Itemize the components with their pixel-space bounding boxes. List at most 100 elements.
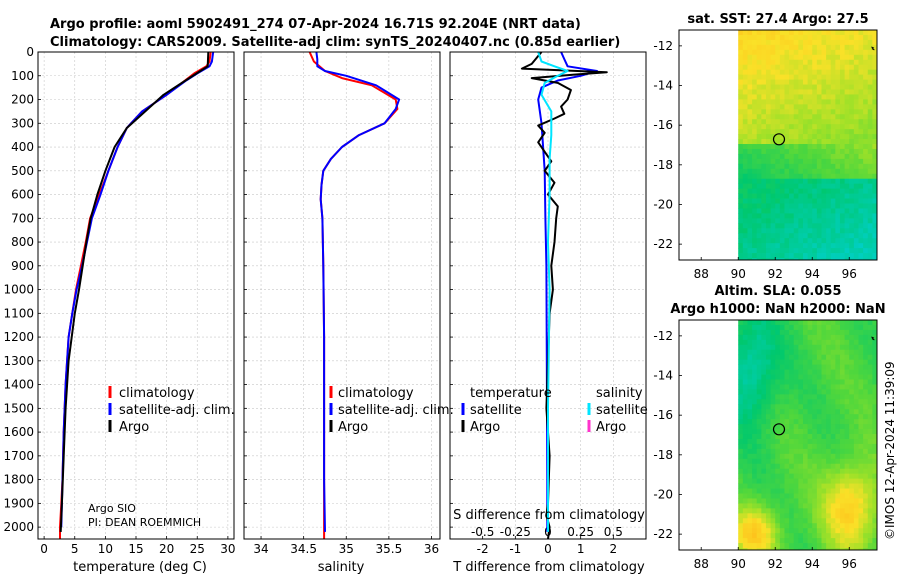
heatmap-cell [793, 538, 799, 544]
heatmap-cell [858, 74, 864, 80]
heatmap-cell [816, 148, 822, 155]
heatmap-cell [793, 139, 799, 145]
heatmap-cell [807, 438, 813, 445]
heatmap-cell [807, 99, 813, 105]
heatmap-cell [826, 493, 832, 499]
heatmap-cell [826, 99, 832, 105]
heatmap-cell [826, 193, 832, 199]
heatmap-cell [793, 69, 799, 76]
x-tick-label: 34 [253, 542, 268, 556]
heatmap-cell [839, 134, 846, 140]
heatmap-cell [816, 513, 822, 519]
heatmap-cell [816, 193, 822, 199]
heatmap-cell [765, 198, 771, 204]
heatmap-cell [738, 213, 744, 219]
heatmap-cell [793, 109, 799, 115]
heatmap-cell [830, 409, 836, 415]
heatmap-cell [858, 419, 864, 425]
heatmap-cell [812, 49, 818, 56]
heatmap-cell [853, 238, 859, 244]
heatmap-cell [849, 384, 855, 390]
heatmap-cell [756, 178, 762, 185]
heatmap-cell [821, 344, 827, 351]
heatmap-cell [835, 334, 841, 341]
heatmap-cell [738, 334, 744, 341]
series-satellite-salinity [537, 51, 569, 532]
heatmap-cell [761, 163, 767, 170]
heatmap-cell [752, 409, 758, 415]
heatmap-cell [747, 218, 753, 224]
heatmap-cell [858, 134, 864, 140]
heatmap-cell [816, 329, 822, 336]
heatmap-cell [835, 414, 841, 420]
heatmap-cell [742, 208, 748, 214]
heatmap-cell [844, 203, 850, 209]
heatmap-cell [807, 223, 813, 229]
heatmap-cell [849, 468, 855, 475]
heatmap-cell [742, 84, 748, 90]
heatmap-cell [742, 183, 748, 190]
heatmap-cell [867, 414, 873, 420]
heatmap-cell [756, 238, 762, 244]
heatmap-cell [742, 89, 748, 95]
heatmap-cell [798, 424, 804, 430]
heatmap-cell [858, 379, 864, 385]
heatmap-cell [752, 213, 758, 219]
heatmap-cell [738, 163, 744, 170]
heatmap-cell [839, 394, 846, 400]
heatmap-cell [821, 394, 827, 400]
heatmap-cell [802, 364, 809, 370]
heatmap-cell [844, 448, 850, 455]
pi-name: PI: DEAN ROEMMICH [88, 516, 201, 529]
heatmap-cell [738, 139, 744, 145]
heatmap-cell [775, 34, 781, 41]
heatmap-cell [839, 79, 846, 85]
heatmap-cell [770, 473, 776, 480]
heatmap-cell [835, 523, 841, 529]
heatmap-cell [844, 99, 850, 105]
heatmap-cell [752, 320, 758, 326]
heatmap-cell [872, 228, 878, 234]
heatmap-cell [747, 463, 753, 470]
heatmap-cell [793, 258, 799, 261]
heatmap-cell [761, 109, 767, 115]
heatmap-cell [765, 109, 771, 115]
heatmap-cell [798, 243, 804, 249]
heatmap-cell [807, 218, 813, 224]
heatmap-cell [798, 30, 804, 36]
legend-label-argo: Argo [338, 420, 368, 435]
heatmap-cell [858, 359, 864, 366]
heatmap-cell [867, 139, 873, 145]
heatmap-cell [798, 158, 804, 165]
heatmap-cell [807, 79, 813, 85]
heatmap-cell [807, 364, 813, 370]
heatmap-cell [752, 488, 758, 494]
heatmap-cell [830, 379, 836, 385]
heatmap-cell [844, 74, 850, 80]
heatmap-cell [756, 119, 762, 125]
heatmap-cell [765, 548, 771, 551]
heatmap-cell [756, 374, 762, 380]
heatmap-cell [747, 144, 753, 150]
heatmap-cell [738, 463, 744, 470]
heatmap-cell [775, 389, 781, 395]
heatmap-cell [839, 109, 846, 115]
heatmap-cell [830, 438, 836, 445]
heatmap-cell [747, 424, 753, 430]
heatmap-cell [830, 399, 836, 405]
heatmap-cell [765, 223, 771, 229]
heatmap-cell [863, 458, 869, 465]
heatmap-cell [793, 468, 799, 475]
heatmap-cell [807, 448, 813, 455]
heatmap-cell [821, 473, 827, 480]
heatmap-cell [798, 129, 804, 135]
heatmap-cell [844, 94, 850, 100]
heatmap-cell [872, 369, 878, 375]
heatmap-cell [849, 144, 855, 150]
heatmap-cell [793, 374, 799, 380]
heatmap-cell [784, 44, 790, 51]
heatmap-cell [738, 144, 744, 150]
heatmap-cell [863, 404, 869, 410]
heatmap-cell [812, 39, 818, 46]
heatmap-cell [779, 369, 785, 375]
